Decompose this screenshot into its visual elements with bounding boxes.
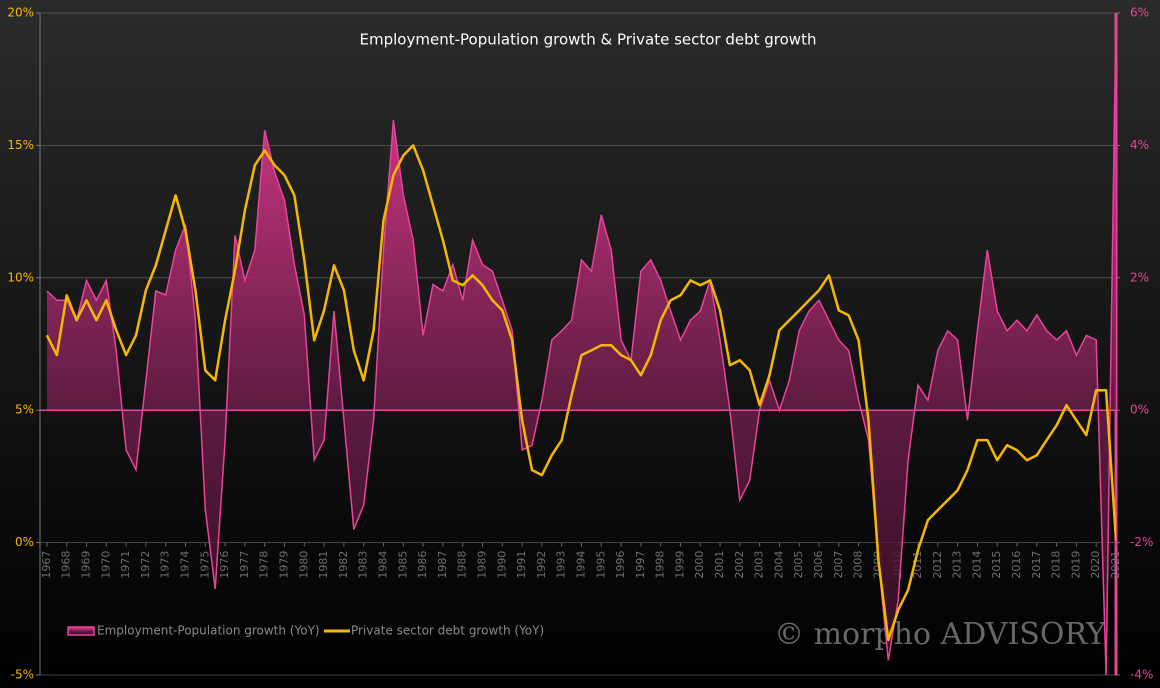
x-tick-label: 2008	[852, 551, 865, 579]
y-tick-label: 10%	[7, 270, 34, 284]
x-tick-label: 2021	[1109, 551, 1122, 579]
x-tick-label: 1982	[337, 551, 350, 579]
x-tick-label: 2005	[792, 551, 805, 579]
x-tick-label: 1968	[60, 551, 73, 579]
y2-tick-label: 6%	[1130, 6, 1149, 20]
x-tick-label: 2018	[1050, 551, 1063, 579]
x-tick-label: 2007	[832, 551, 845, 579]
x-tick-label: 1980	[297, 551, 310, 579]
y2-tick-label: 0%	[1130, 403, 1149, 417]
plot	[40, 13, 1116, 675]
x-tick-label: 2012	[931, 551, 944, 579]
x-tick-label: 1969	[80, 551, 93, 579]
x-tick-label: 1981	[317, 551, 330, 579]
area-line	[46, 13, 1116, 675]
x-tick-label: 1991	[515, 551, 528, 579]
x-tick-label: 2011	[911, 551, 924, 579]
legend-swatch	[67, 626, 95, 636]
x-tick-label: 1978	[258, 551, 271, 579]
y2-tick-label: 4%	[1130, 138, 1149, 152]
x-tick-label: 2006	[812, 551, 825, 579]
x-tick-label: 1971	[119, 551, 132, 579]
x-tick-label: 2003	[753, 551, 766, 579]
x-tick-label: 2001	[713, 551, 726, 579]
x-tick-label: 2000	[693, 551, 706, 579]
chart-title: Employment-Population growth & Private s…	[360, 31, 817, 49]
x-tick-label: 1990	[495, 551, 508, 579]
legend-label: Employment-Population growth (YoY)	[97, 624, 320, 638]
x-tick-label: 1979	[278, 551, 291, 579]
x-tick-label: 1974	[179, 551, 192, 579]
x-tick-label: 1999	[673, 551, 686, 579]
x-tick-label: 1986	[416, 551, 429, 579]
x-tick-label: 2015	[990, 551, 1003, 579]
y-tick-label: 0%	[15, 535, 34, 549]
x-tick-label: 1976	[218, 551, 231, 579]
legend-label: Private sector debt growth (YoY)	[351, 624, 544, 638]
x-tick-label: 1983	[357, 551, 370, 579]
x-tick-label: 1994	[574, 551, 587, 579]
x-tick-label: 1997	[634, 551, 647, 579]
x-tick-label: 1975	[198, 551, 211, 579]
x-tick-label: 2017	[1030, 551, 1043, 579]
x-tick-label: 2014	[970, 551, 983, 579]
x-tick-label: 1998	[654, 551, 667, 579]
x-tick-label: 1973	[159, 551, 172, 579]
y-tick-label: 5%	[15, 403, 34, 417]
x-tick-label: 1987	[436, 551, 449, 579]
x-tick-label: 1970	[99, 551, 112, 579]
x-tick-label: 1977	[238, 551, 251, 579]
x-tick-label: 1988	[456, 551, 469, 579]
y2-tick-label: 2%	[1130, 270, 1149, 284]
x-tick-label: 1984	[376, 551, 389, 579]
y2-tick-label: -4%	[1130, 668, 1153, 682]
y2-tick-label: -2%	[1130, 535, 1153, 549]
x-tick-label: 1985	[396, 551, 409, 579]
x-tick-label: 1992	[535, 551, 548, 579]
x-tick-label: 2002	[733, 551, 746, 579]
x-tick-label: 2016	[1010, 551, 1023, 579]
x-tick-label: 1996	[614, 551, 627, 579]
x-tick-label: 2013	[951, 551, 964, 579]
x-tick-label: 2004	[772, 551, 785, 579]
y-tick-label: -5%	[11, 668, 34, 682]
y-tick-label: 20%	[7, 6, 34, 20]
x-tick-label: 1967	[40, 551, 53, 579]
watermark: © morpho ADVISORY	[774, 617, 1107, 652]
x-tick-label: 2020	[1089, 551, 1102, 579]
area	[46, 13, 1116, 675]
line	[45, 144, 1116, 642]
x-tick-label: 2019	[1069, 551, 1082, 579]
x-tick-label: 1972	[139, 551, 152, 579]
x-tick-label: 1989	[475, 551, 488, 579]
x-tick-label: 1995	[594, 551, 607, 579]
y-tick-label: 15%	[7, 138, 34, 152]
x-tick-label: 1993	[555, 551, 568, 579]
